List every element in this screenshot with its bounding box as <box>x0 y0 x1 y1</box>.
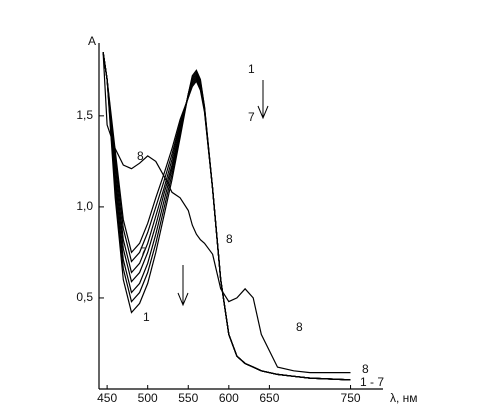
annotation: 7 <box>140 245 147 259</box>
line <box>102 52 351 374</box>
x-tick-label: 450 <box>97 391 117 405</box>
annotation: 1 <box>143 310 150 324</box>
annotation: 8 <box>296 320 303 334</box>
annotation: 1 <box>248 62 255 76</box>
annotation: 8 <box>226 232 233 246</box>
line <box>102 52 351 381</box>
line <box>102 52 351 381</box>
y-tick-label: 1,5 <box>76 108 93 122</box>
x-tick-label: 650 <box>259 391 279 405</box>
line <box>102 52 351 381</box>
y-axis-label: A <box>88 34 96 48</box>
x-tick-label: 600 <box>219 391 239 405</box>
annotation: 8 <box>362 362 369 376</box>
x-tick-label: 500 <box>138 391 158 405</box>
line <box>102 52 351 381</box>
x-tick-label: 750 <box>341 391 361 405</box>
arrow <box>177 80 269 307</box>
annotation: 1 - 7 <box>360 375 384 389</box>
x-axis-label: λ, нм <box>390 391 418 405</box>
y-tick-label: 1,0 <box>76 199 93 213</box>
line <box>102 52 351 381</box>
annotation: 8 <box>137 149 144 163</box>
annotation: 7 <box>248 110 255 124</box>
line <box>102 52 351 381</box>
y-tick-label: 0,5 <box>76 290 93 304</box>
x-tick-label: 550 <box>178 391 198 405</box>
line <box>102 52 351 381</box>
